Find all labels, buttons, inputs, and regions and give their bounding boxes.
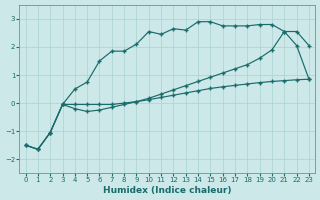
X-axis label: Humidex (Indice chaleur): Humidex (Indice chaleur) xyxy=(103,186,232,195)
